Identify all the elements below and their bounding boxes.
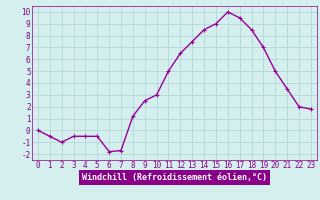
X-axis label: Windchill (Refroidissement éolien,°C): Windchill (Refroidissement éolien,°C) — [82, 173, 267, 182]
